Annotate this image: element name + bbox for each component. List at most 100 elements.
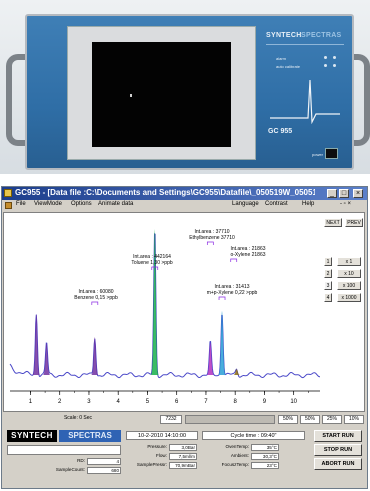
scale-pct-button-4[interactable]: 10% bbox=[344, 415, 364, 424]
oven-temp-value: 35°C bbox=[251, 444, 279, 451]
scale-pct-button-1[interactable]: 50% bbox=[278, 415, 298, 424]
menu-options[interactable]: Options bbox=[71, 201, 92, 207]
scale-pct-button-2[interactable]: 50% bbox=[300, 415, 320, 424]
peak-area-label-3: Int.area : 37710 bbox=[194, 229, 229, 235]
peak-compound-label-5: m+p-Xylene 0,22 >ppb bbox=[207, 290, 258, 296]
screen-bezel bbox=[67, 26, 256, 160]
pressure-value: 3,0Bar bbox=[169, 444, 197, 451]
peak-area-label-5: Int.area : 31413 bbox=[214, 284, 249, 290]
menu-language[interactable]: Language bbox=[232, 201, 259, 207]
zoom-level-1-button[interactable]: 1 bbox=[324, 257, 332, 266]
x-tick-label-7: 7 bbox=[204, 399, 208, 405]
menu-viewmode[interactable]: ViewMode bbox=[34, 201, 62, 207]
zoom-level-3-button[interactable]: 3 bbox=[324, 281, 332, 290]
device-front-panel: SYNTECH SPECTRAS alarm auto calibrate GC… bbox=[262, 30, 346, 159]
device-power-switch[interactable] bbox=[325, 148, 338, 159]
sample-pressure-label: SamplePressr: bbox=[136, 462, 167, 467]
close-button[interactable]: × bbox=[353, 189, 363, 198]
window-title: GC955 - [Data file :C:\Documents and Set… bbox=[15, 188, 315, 197]
zoom-level-4-button[interactable]: 4 bbox=[324, 293, 332, 302]
zoom-level-2-button[interactable]: 2 bbox=[324, 269, 332, 278]
stop-run-button[interactable]: STOP RUN bbox=[314, 444, 362, 456]
device-power-label: power bbox=[312, 152, 323, 157]
device-calibrate-label: auto calibrate bbox=[276, 64, 301, 69]
ambient-value: 30,3°C bbox=[251, 453, 279, 460]
peak-bracket-4 bbox=[230, 258, 238, 262]
peak-bracket-5 bbox=[218, 296, 226, 300]
next-button[interactable]: NEXT bbox=[324, 218, 342, 227]
x-tick-label-6: 6 bbox=[175, 399, 179, 405]
minimize-button[interactable]: _ bbox=[327, 189, 337, 198]
peak-area-label-2: Int.area : 442164 bbox=[133, 254, 171, 260]
x-tick-label-3: 3 bbox=[87, 399, 91, 405]
device-brand: SYNTECH SPECTRAS bbox=[266, 32, 344, 45]
chromatogram-trace bbox=[9, 233, 320, 379]
x-tick-label-10: 10 bbox=[290, 399, 297, 405]
chromatogram-plot: 1 2 3 4 5 6 7 8 9 10 Int.area : 60080 Benzene 0,15 … bbox=[3, 212, 365, 412]
gc955-app-window: GC955 - [Data file :C:\Documents and Set… bbox=[1, 186, 368, 489]
time-scrollbar[interactable] bbox=[185, 415, 275, 424]
peak-compound-label-3: Ethylbenzene 37710 bbox=[189, 235, 235, 241]
x-tick-label-4: 4 bbox=[117, 399, 121, 405]
sample-count-label: SampleCount: bbox=[55, 467, 85, 472]
left-handle bbox=[6, 54, 34, 146]
rd-label: RD: bbox=[77, 458, 85, 463]
sample-pressure-value: 70,9mBar bbox=[169, 462, 197, 469]
menu-file[interactable]: File bbox=[16, 201, 26, 207]
maximize-button[interactable]: □ bbox=[339, 189, 349, 198]
child-window-controls[interactable]: - ▫ × bbox=[340, 201, 351, 207]
device-chassis: SYNTECH SPECTRAS alarm auto calibrate GC… bbox=[25, 14, 354, 170]
menu-contrast[interactable]: Contrast bbox=[265, 201, 288, 207]
right-handle bbox=[342, 54, 370, 146]
device-lcd-screen bbox=[92, 42, 231, 147]
device-brand-syntech: SYNTECH bbox=[266, 32, 302, 39]
chromatogram-peak-7 bbox=[233, 369, 241, 375]
chromatogram-peak-6 bbox=[218, 310, 226, 375]
scale-pct-button-3[interactable]: 25% bbox=[322, 415, 342, 424]
prev-button[interactable]: PREV bbox=[345, 218, 363, 227]
peak-compound-label-4: o-Xylene 21863 bbox=[230, 252, 265, 258]
x-tick-label-9: 9 bbox=[263, 399, 267, 405]
menu-help[interactable]: Help bbox=[302, 201, 315, 207]
device-alarm-label: alarm bbox=[276, 56, 287, 61]
calibrate-led-icon bbox=[324, 64, 327, 67]
zoom-x1000-button[interactable]: x 1000 bbox=[337, 293, 361, 302]
position-field[interactable]: 7232 bbox=[160, 415, 182, 424]
alarm-led-icon-2 bbox=[333, 56, 336, 59]
chromatogram-peak-2 bbox=[43, 342, 51, 375]
oven-temp-label: OvenTemp: bbox=[225, 444, 250, 449]
calibrate-led-icon-2 bbox=[333, 64, 336, 67]
menu-bar: File ViewMode Options Animate data Langu… bbox=[2, 200, 367, 211]
device-photo: SYNTECH SPECTRAS alarm auto calibrate GC… bbox=[0, 0, 370, 174]
start-run-button[interactable]: START RUN bbox=[314, 430, 362, 442]
zoom-x1-button[interactable]: x 1 bbox=[337, 257, 361, 266]
device-peak-graphic-icon bbox=[270, 79, 340, 124]
alarm-led-icon bbox=[324, 56, 327, 59]
message-box bbox=[7, 445, 121, 455]
peak-area-label-1: Int.area : 60080 bbox=[78, 289, 113, 295]
document-icon[interactable] bbox=[5, 202, 12, 209]
app-icon bbox=[4, 189, 12, 197]
peak-bracket-1 bbox=[91, 301, 99, 305]
lcd-cursor bbox=[130, 94, 132, 97]
time-scale-label: Scale: 0 Sec bbox=[3, 415, 153, 424]
sample-count-value: 680 bbox=[87, 467, 121, 474]
status-panel: SYNTECH SPECTRAS RD: 4 SampleCount: 680 … bbox=[3, 427, 366, 487]
rd-value: 4 bbox=[87, 458, 121, 465]
focus-temp-value: 23°C bbox=[251, 462, 279, 469]
zoom-x10-button[interactable]: x 10 bbox=[337, 269, 361, 278]
focus-temp-label: FocuszTemp: bbox=[221, 462, 249, 467]
chromatogram-peak-1 bbox=[32, 313, 40, 375]
menu-animate-data[interactable]: Animate data bbox=[98, 201, 134, 207]
x-tick-label-8: 8 bbox=[234, 399, 238, 405]
pressure-label: Pressure: bbox=[147, 444, 167, 449]
peak-bracket-2 bbox=[151, 266, 159, 270]
flow-label: Flow: bbox=[156, 453, 167, 458]
peak-area-label-4: Int.area : 21863 bbox=[230, 246, 265, 252]
chromatogram-peak-3 bbox=[91, 337, 99, 375]
peak-compound-label-1: Benzene 0,15 >ppb bbox=[74, 295, 118, 301]
chromatogram-peak-5 bbox=[206, 342, 214, 375]
abort-run-button[interactable]: ABORT RUN bbox=[314, 458, 362, 470]
x-tick-label-1: 1 bbox=[29, 399, 33, 405]
zoom-x100-button[interactable]: x 100 bbox=[337, 281, 361, 290]
